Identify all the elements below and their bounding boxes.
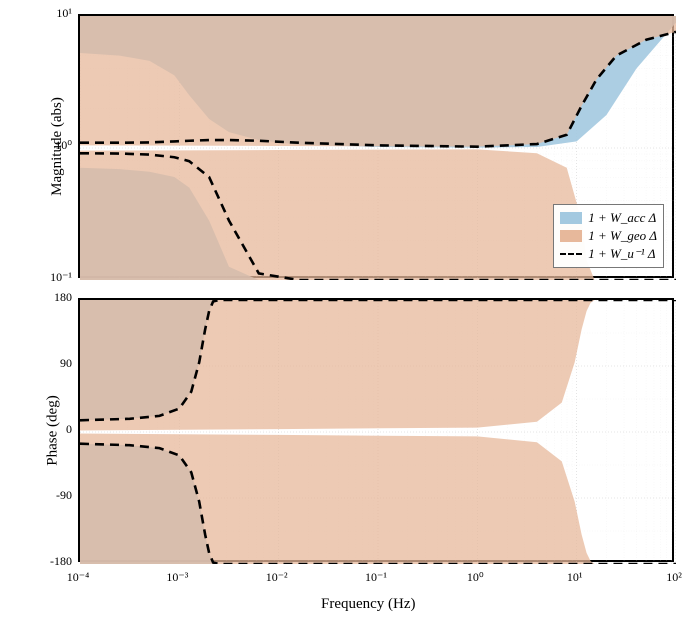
top-panel: 1 + W_acc Δ 1 + W_geo Δ 1 + W_u⁻¹ Δ <box>78 14 674 278</box>
xlabel-frequency: Frequency (Hz) <box>321 596 416 613</box>
legend-dash-icon <box>560 253 582 255</box>
legend: 1 + W_acc Δ 1 + W_geo Δ 1 + W_u⁻¹ Δ <box>553 204 664 268</box>
ytick-bottom: 0 <box>32 422 72 437</box>
ytick-bottom: 180 <box>32 290 72 305</box>
xtick: 10⁻¹ <box>351 570 401 585</box>
bottom-plot-svg <box>80 300 676 564</box>
ytick-top: 10⁰ <box>32 138 72 153</box>
legend-swatch-icon <box>560 212 582 224</box>
ytick-top: 10⁻¹ <box>32 270 72 285</box>
xtick: 10¹ <box>550 570 600 585</box>
bottom-panel <box>78 298 674 562</box>
legend-label: 1 + W_acc Δ <box>588 210 656 226</box>
ytick-top: 10¹ <box>32 6 72 21</box>
ytick-bottom: -90 <box>32 488 72 503</box>
legend-entry: 1 + W_acc Δ <box>560 209 657 227</box>
xtick: 10⁻² <box>252 570 302 585</box>
figure: 1 + W_acc Δ1 + W_geo Δ1 + W_u⁻¹ Δ Magnit… <box>0 0 696 621</box>
xtick: 10⁰ <box>450 570 500 585</box>
legend-swatch-icon <box>560 230 582 242</box>
legend-entry: 1 + W_geo Δ <box>560 227 657 245</box>
ytick-bottom: -180 <box>32 554 72 569</box>
legend-label: 1 + W_u⁻¹ Δ <box>588 246 655 262</box>
ytick-bottom: 90 <box>32 356 72 371</box>
legend-label: 1 + W_geo Δ <box>588 228 657 244</box>
legend-entry: 1 + W_u⁻¹ Δ <box>560 245 657 263</box>
xtick: 10⁻⁴ <box>53 570 103 585</box>
xtick: 10² <box>649 570 696 585</box>
xtick: 10⁻³ <box>152 570 202 585</box>
